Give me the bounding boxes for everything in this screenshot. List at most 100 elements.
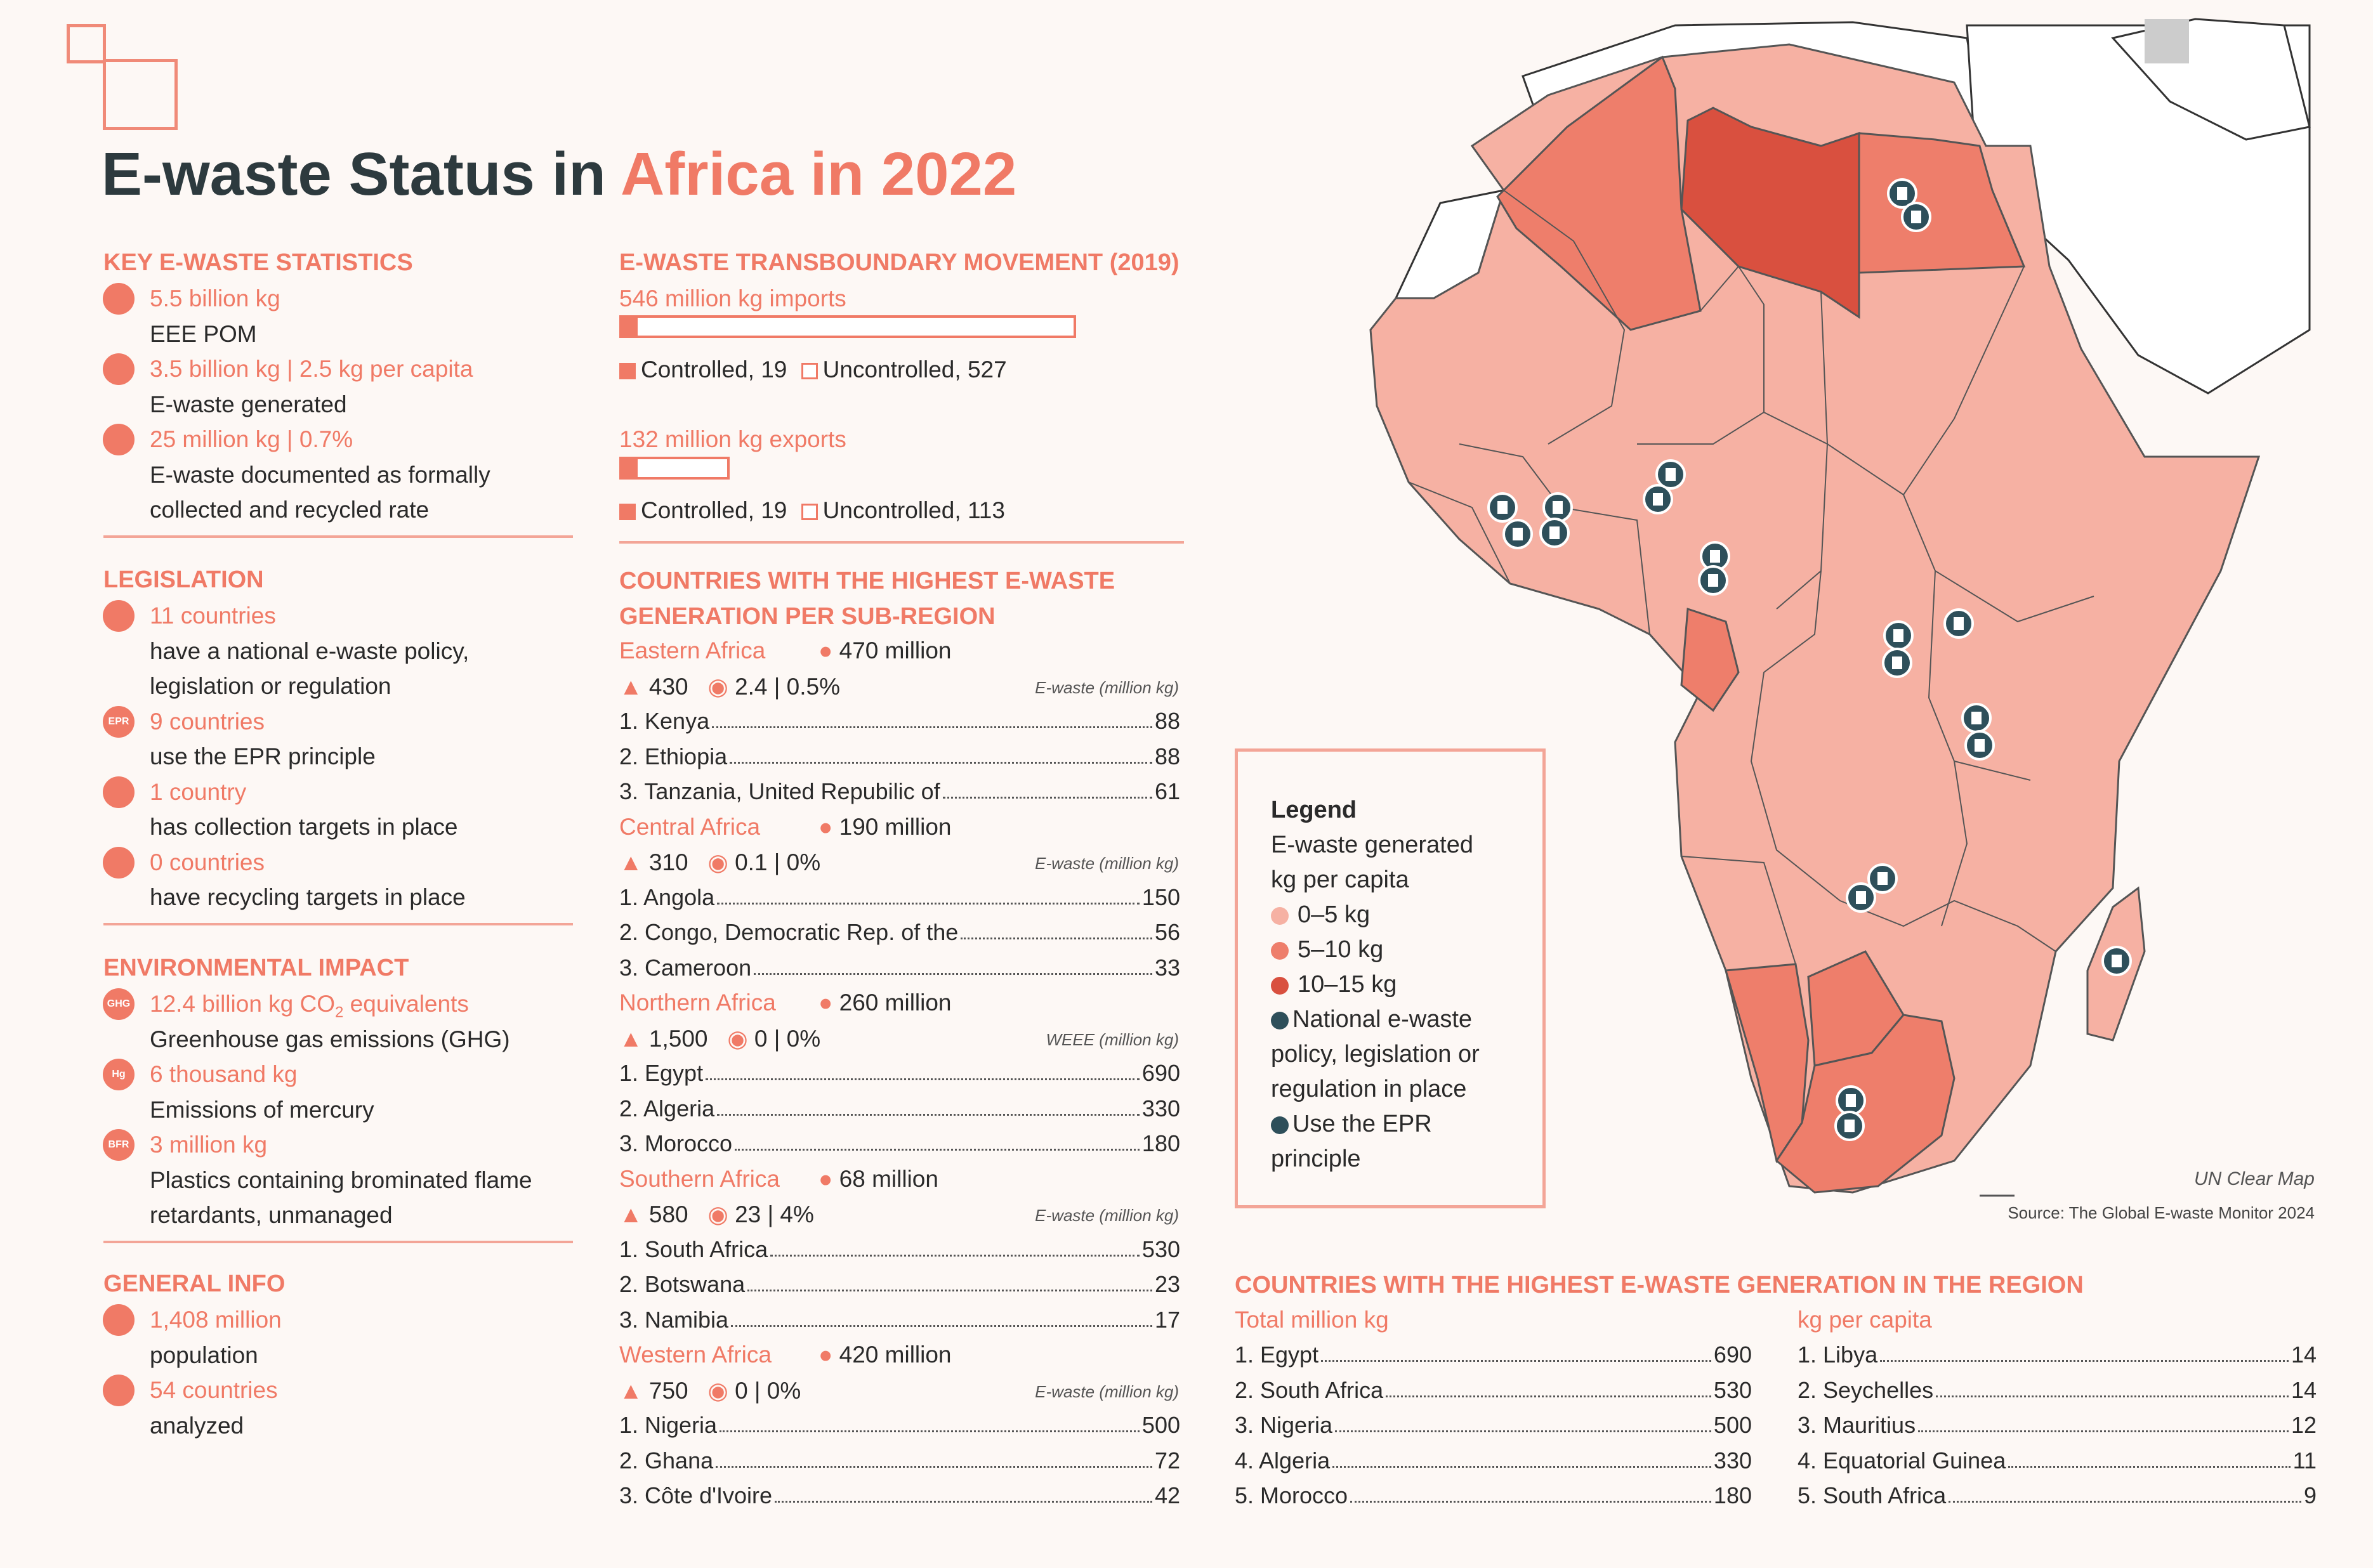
document-icon	[1708, 574, 1718, 587]
value-text: 5.5 billion kg	[150, 285, 280, 311]
document-icon	[1710, 550, 1720, 563]
environment-value: 6 thousand kg	[150, 1061, 297, 1088]
recycle-icon: ◉	[707, 1201, 728, 1227]
document-icon	[1553, 501, 1563, 514]
legislation-heading: LEGISLATION	[103, 566, 264, 593]
leader-dots	[735, 1149, 1140, 1151]
device-icon	[103, 283, 135, 315]
bin-icon	[103, 353, 135, 385]
leader-dots	[1386, 1395, 1711, 1397]
subregion-stats: ▲ 750 ◉ 0 | 0%	[619, 1377, 801, 1404]
row-value: 9	[2303, 1482, 2317, 1508]
leader-dots	[775, 1501, 1152, 1503]
rate-value: 2.4 | 0.5%	[735, 673, 841, 700]
map-source: Source: The Global E-waste Monitor 2024	[2008, 1203, 2315, 1222]
subregion-name: Eastern Africa	[619, 637, 766, 663]
subregion-row: 3. Namibia 17	[619, 1307, 1180, 1333]
document-icon	[1844, 1120, 1855, 1132]
row-value: 88	[1154, 743, 1180, 769]
legend-band-1: 0–5 kg	[1271, 898, 1480, 932]
subregion-name: Western Africa	[619, 1342, 772, 1368]
recycle-icon: ◉	[727, 1025, 748, 1052]
legend-policy-line2: policy, legislation or	[1271, 1041, 1480, 1068]
document-icon	[1897, 187, 1907, 200]
value-text: 1 country	[150, 778, 247, 805]
region-row: 1. Egypt 690	[1235, 1342, 1752, 1368]
africa-map	[1369, 18, 2311, 1197]
person-icon: ●	[818, 1165, 833, 1192]
subregion-name: Northern Africa	[619, 990, 776, 1016]
rate-group: ◉	[688, 1378, 735, 1404]
generated-value: 750	[648, 1377, 688, 1404]
page-title: E-waste Status in Africa in 2022	[102, 140, 1017, 208]
controlled-swatch	[619, 363, 636, 380]
environment-value: 12.4 billion kg CO2 equivalents	[150, 991, 469, 1021]
row-label: 1. Libya	[1798, 1342, 1878, 1368]
legend-epr: Use the EPR	[1271, 1107, 1480, 1142]
row-label: 3. Morocco	[619, 1130, 733, 1156]
recycle-icon: ◉	[707, 673, 728, 700]
key_stats-desc: E-waste documented as formally	[150, 461, 490, 488]
legislation-value: 1 country	[150, 779, 246, 806]
value-text: 3 million kg	[150, 1132, 268, 1158]
divider	[103, 1240, 573, 1243]
exports-bar	[619, 457, 730, 480]
general-desc: population	[150, 1342, 258, 1368]
subregion-row: 2. Ethiopia 88	[619, 743, 1180, 770]
subregion-stats: ▲ 310 ◉ 0.1 | 0%	[619, 849, 820, 876]
leader-dots	[730, 761, 1152, 764]
rate-value: 0.1 | 0%	[735, 849, 821, 875]
subregion-row: 2. Congo, Democratic Rep. of the 56	[619, 919, 1180, 946]
policy-marker-icon	[1271, 1011, 1289, 1029]
subregion-row: 3. Tanzania, United Repubilic of 61	[619, 778, 1180, 805]
row-value: 690	[1141, 1060, 1180, 1086]
document-icon	[1892, 657, 1902, 669]
algeria	[1496, 55, 1702, 331]
key_stats-value: 25 million kg | 0.7%	[150, 426, 353, 453]
recycling-target-icon	[103, 846, 135, 879]
region-table-right-header: kg per capita	[1798, 1307, 1932, 1333]
divider	[103, 922, 573, 925]
key_stats-heading: KEY E-WASTE STATISTICS	[103, 249, 413, 276]
population-value: 190 million	[839, 813, 952, 840]
value-tail: equivalents	[343, 991, 469, 1017]
divider	[619, 541, 1184, 544]
map-caption: UN Clear Map	[2193, 1168, 2315, 1189]
key_stats-desc: EEE POM	[150, 320, 257, 347]
row-value: 530	[1141, 1236, 1180, 1262]
region-row: 1. Libya 14	[1798, 1342, 2317, 1368]
leader-dots	[1936, 1395, 2289, 1397]
row-label: 4. Equatorial Guinea	[1798, 1447, 2006, 1473]
legislation-value: 9 countries	[150, 709, 265, 735]
row-value: 17	[1154, 1306, 1180, 1333]
key_stats-value: 5.5 billion kg	[150, 285, 280, 312]
row-value: 88	[1154, 708, 1180, 734]
leader-dots	[1321, 1360, 1711, 1362]
exports-controlled-fill	[622, 459, 638, 477]
row-label: 1. Nigeria	[619, 1412, 718, 1438]
recycle-icon: ◉	[707, 1377, 728, 1404]
subregion-heading-2: GENERATION PER SUB-REGION	[619, 603, 996, 630]
document-icon	[1971, 712, 1982, 724]
subregion-row: 3. Côte d'Ivoire 42	[619, 1482, 1180, 1509]
grey-territory	[2145, 19, 2189, 63]
row-label: 5. Morocco	[1235, 1482, 1348, 1508]
leader-dots	[2008, 1465, 2291, 1468]
general-heading: GENERAL INFO	[103, 1271, 286, 1297]
bin-icon: ▲	[619, 1201, 643, 1227]
environment-desc: Plastics containing brominated flame	[150, 1166, 532, 1193]
legend-epr-line2: principle	[1271, 1146, 1361, 1172]
decor-square-large	[103, 59, 178, 130]
region-row: 3. Nigeria 500	[1235, 1412, 1752, 1439]
leader-dots	[720, 1430, 1140, 1432]
legend-line1: E-waste generated	[1271, 832, 1473, 858]
legend-line2: kg per capita	[1271, 866, 1409, 893]
row-label: 3. Mauritius	[1798, 1412, 1916, 1438]
region-row: 5. Morocco 180	[1235, 1482, 1752, 1509]
row-label: 2. South Africa	[1235, 1376, 1384, 1403]
leader-dots	[1350, 1501, 1711, 1503]
rate-group: ◉	[688, 849, 735, 875]
row-value: 42	[1154, 1482, 1180, 1508]
row-value: 180	[1713, 1482, 1752, 1508]
leader-dots	[706, 1078, 1140, 1080]
